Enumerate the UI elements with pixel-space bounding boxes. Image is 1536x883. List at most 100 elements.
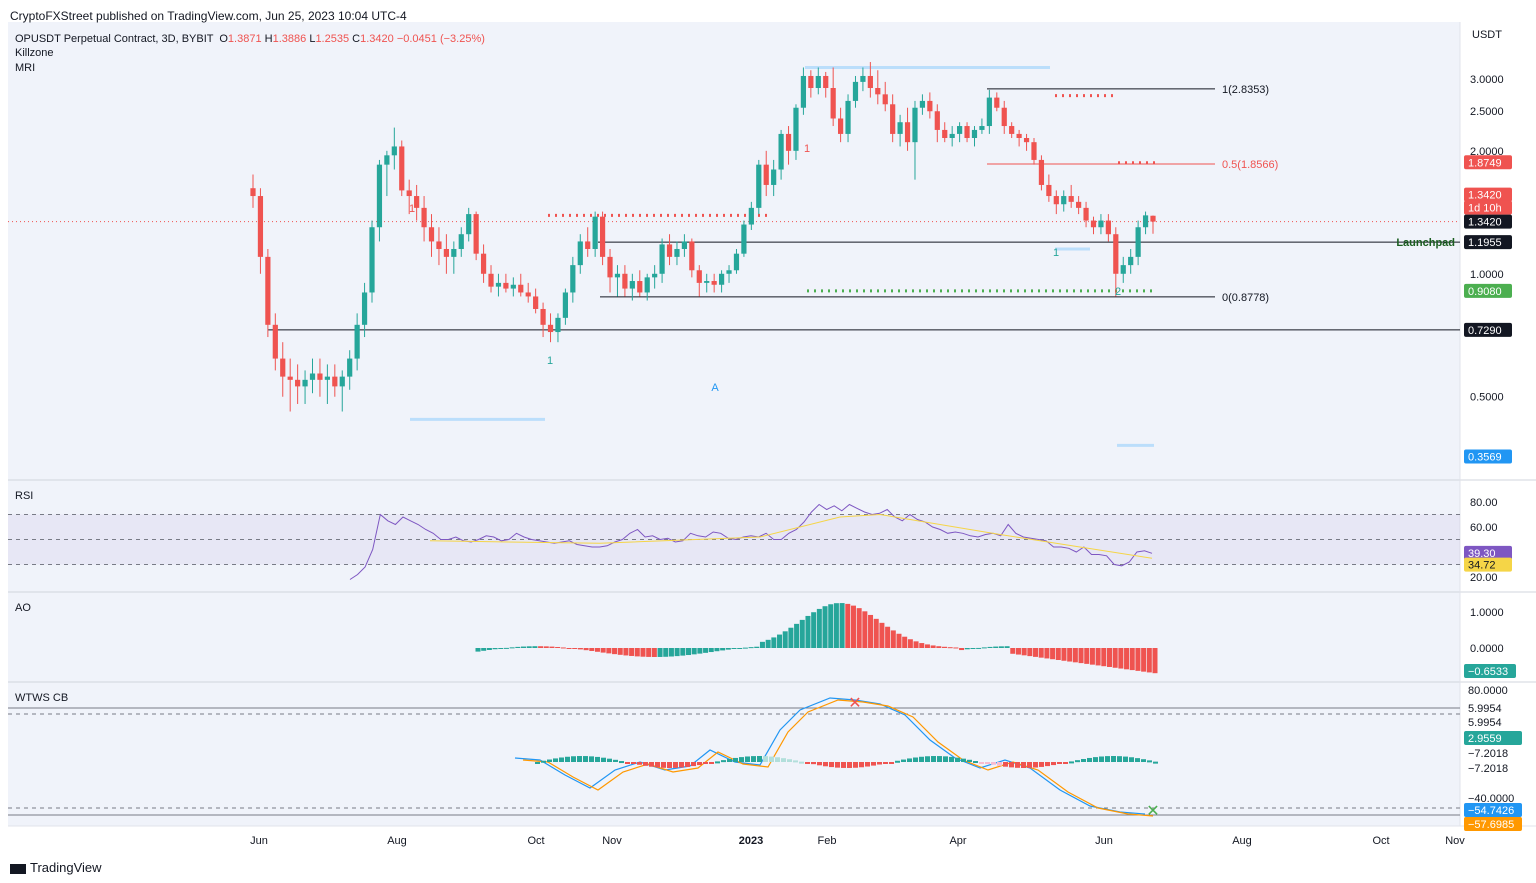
ao-bar (1112, 648, 1118, 668)
candle-body (421, 207, 427, 228)
time-axis-tick: Nov (602, 835, 622, 847)
ao-bar (993, 646, 999, 648)
candle-body (1105, 220, 1111, 235)
wt-histogram-bar (1123, 756, 1128, 762)
ao-bar (953, 647, 959, 649)
price-axis-tick: 2.0000 (1470, 146, 1504, 158)
rsi-value: 39.30 (1468, 548, 1496, 560)
candle-body (458, 234, 464, 249)
wt-histogram-bar (583, 756, 588, 762)
wt-histogram-bar (781, 758, 786, 762)
ao-bar (976, 647, 982, 649)
wt-histogram-bar (1045, 762, 1050, 767)
ao-bar (657, 648, 663, 657)
candle-body (637, 281, 643, 293)
wt-histogram-bar (601, 757, 606, 762)
indicator-killzone[interactable]: Killzone (15, 47, 54, 59)
candle-body (748, 207, 754, 225)
candle-body (1150, 215, 1156, 222)
ao-bar (1152, 648, 1158, 674)
wt-histogram-bar (595, 756, 600, 762)
indicator-mri[interactable]: MRI (15, 62, 36, 74)
ao-axis-tick: 0.0000 (1470, 643, 1504, 655)
ao-bar (919, 643, 925, 648)
candle-body (808, 75, 814, 89)
wt-histogram-bar (625, 762, 630, 764)
price-label-text: 0.7290 (1468, 325, 1502, 337)
td-sequential-mark: A (711, 382, 719, 394)
candle-body (1113, 234, 1119, 274)
wt-histogram-bar (895, 760, 900, 763)
wt-histogram-bar (775, 757, 780, 762)
wt-histogram-bar (1015, 762, 1020, 768)
ao-bar (981, 647, 987, 649)
rsi-ma-value: 34.72 (1468, 560, 1496, 572)
ao-bar (1118, 648, 1124, 669)
wt-histogram-bar (793, 760, 798, 763)
ao-bar (594, 648, 600, 652)
candle-body (897, 122, 903, 134)
wt-histogram-bar (883, 762, 888, 764)
ao-bar (833, 603, 839, 648)
rsi-ma-line (429, 513, 1153, 559)
wt-buy-cross-icon: ✕ (1146, 803, 1159, 820)
candle-body (860, 75, 866, 82)
candle-body (562, 292, 568, 318)
ao-bar (600, 648, 606, 653)
wt-histogram-bar (565, 756, 570, 762)
candle-body (644, 277, 650, 293)
ao-bar (560, 647, 566, 649)
candle-body (912, 107, 918, 143)
ao-bar (782, 631, 788, 648)
ao-bar (680, 648, 686, 656)
ao-bar (1027, 648, 1033, 657)
ao-bar (1124, 648, 1130, 670)
ao-bar (868, 614, 874, 648)
wt-axis-tick: −7.2018 (1468, 763, 1508, 775)
wt-histogram-bar (1051, 762, 1056, 766)
wt-histogram-bar (1117, 756, 1122, 762)
ao-bar (1010, 648, 1016, 654)
ao-bar (623, 648, 629, 656)
time-axis-tick: Feb (818, 835, 837, 847)
candle-body (704, 281, 710, 283)
rsi-ma-tag (1464, 557, 1512, 572)
ao-bar (475, 648, 481, 652)
price-label-tag (1464, 214, 1512, 229)
candle-body (1135, 227, 1141, 257)
ao-bar (839, 603, 845, 648)
wt-axis-tick: −40.0000 (1468, 793, 1514, 805)
wt-histogram-bar (805, 762, 810, 764)
ao-bar (1101, 648, 1107, 667)
ao-bar (566, 648, 572, 649)
ao-bar (873, 618, 879, 648)
candle-body (391, 146, 397, 156)
wtws-title[interactable]: WTWS CB (15, 692, 69, 704)
candle-body (890, 104, 896, 134)
rsi-axis-tick: 60.00 (1470, 522, 1498, 534)
rsi-title[interactable]: RSI (15, 490, 34, 502)
time-axis-tick: Jun (1095, 835, 1113, 847)
time-axis-tick: 2023 (739, 835, 763, 847)
candle-body (823, 75, 829, 89)
td-sequential-mark: 2 (1115, 286, 1121, 298)
ohlc-high: 1.3886 (272, 33, 307, 45)
candle-body (1016, 133, 1022, 139)
candle-body (250, 188, 256, 197)
ao-bar (788, 627, 794, 648)
ao-bar (1135, 648, 1141, 671)
fib-level-label: 0.5(1.8566) (1222, 159, 1278, 171)
wt-histogram-bar (721, 760, 726, 763)
ao-title[interactable]: AO (15, 602, 31, 614)
wt-histogram-bar (1081, 758, 1086, 762)
ao-bar (532, 646, 538, 648)
ao-bar (1129, 648, 1135, 671)
candle-body (957, 126, 963, 134)
ao-bar (1072, 648, 1078, 663)
ao-bar (1084, 648, 1090, 664)
wt-histogram-bar (877, 762, 882, 765)
ao-bar (754, 646, 760, 648)
wt-axis-tick: 5.9954 (1468, 703, 1502, 715)
candle-body (815, 75, 821, 89)
candle-body (927, 100, 933, 112)
